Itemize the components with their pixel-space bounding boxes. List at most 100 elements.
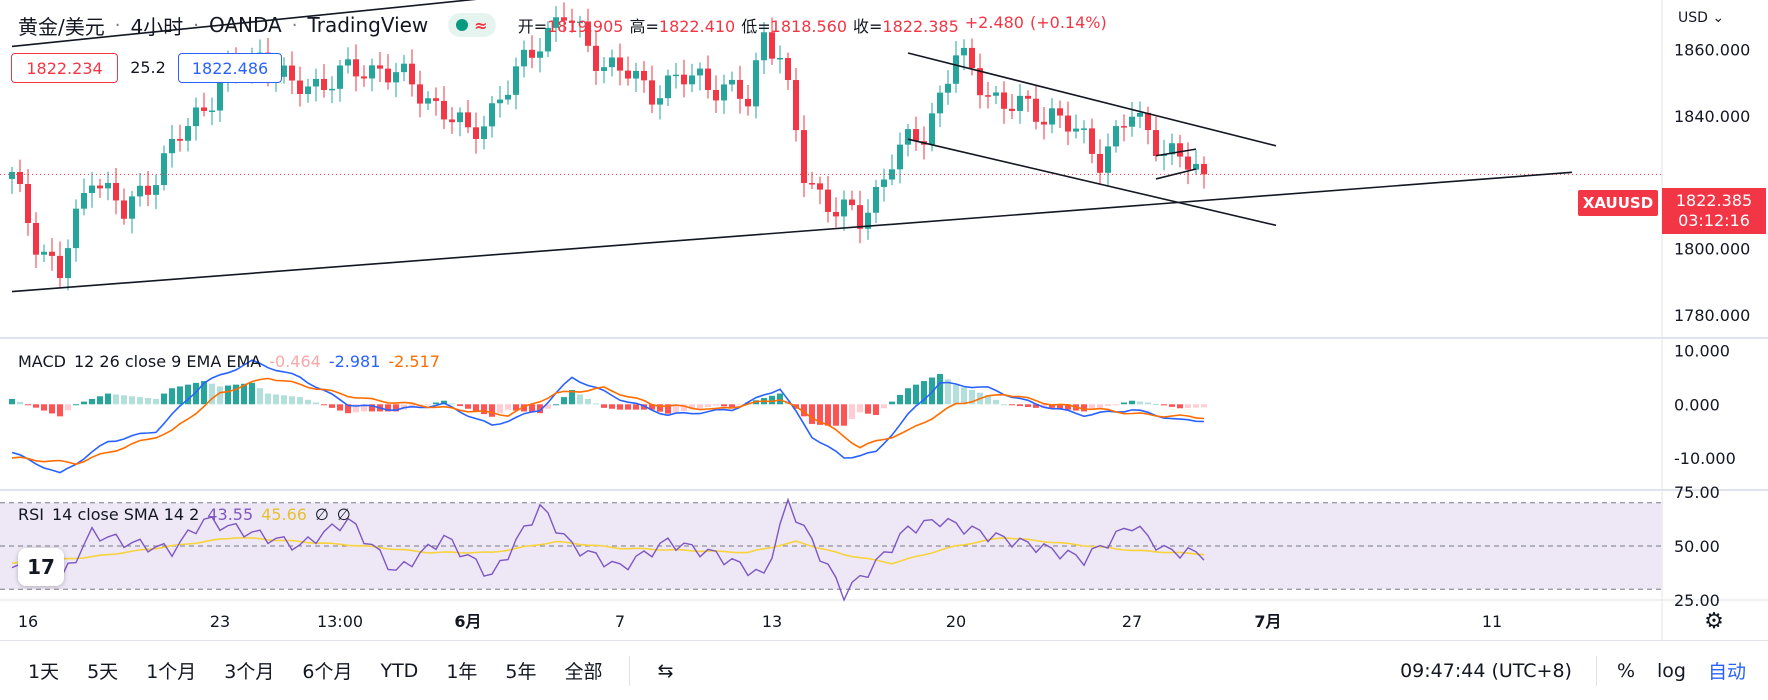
range-3m[interactable]: 3个月 bbox=[224, 661, 275, 683]
tradingview-logo-icon[interactable]: 17 bbox=[18, 548, 64, 586]
candle-body bbox=[593, 45, 599, 71]
timezone-clock[interactable]: 09:47:44 (UTC+8) bbox=[1400, 659, 1572, 682]
candle-body bbox=[633, 70, 639, 79]
currency-selector[interactable]: USD ⌄ bbox=[1678, 10, 1724, 26]
separator: · bbox=[114, 14, 121, 36]
range-1d[interactable]: 1天 bbox=[28, 661, 60, 683]
macd-histogram-bar bbox=[593, 403, 599, 405]
low-value: 1818.560 bbox=[770, 17, 847, 36]
candle-body bbox=[137, 185, 143, 197]
chevron-down-icon: ⌄ bbox=[1707, 10, 1725, 26]
candle-body bbox=[681, 74, 687, 85]
candle-body bbox=[977, 68, 983, 96]
candle-body bbox=[377, 65, 383, 69]
range-5d[interactable]: 5天 bbox=[87, 661, 119, 683]
time-tick-label: 13:00 bbox=[317, 612, 363, 631]
bar-countdown: 03:12:16 bbox=[1678, 211, 1750, 230]
macd-histogram-bar bbox=[545, 404, 551, 409]
trendline-lower-support bbox=[11, 171, 1573, 293]
rsi-empty-2: ∅ bbox=[336, 505, 351, 524]
macd-tick-label: 0.000 bbox=[1674, 395, 1720, 414]
rsi-params: 14 close SMA 14 2 bbox=[52, 505, 200, 524]
macd-histogram-bar bbox=[1185, 404, 1191, 408]
macd-params: 12 26 close 9 EMA EMA bbox=[73, 352, 262, 371]
macd-histogram-bar bbox=[481, 404, 487, 415]
macd-histogram-bar bbox=[369, 404, 375, 412]
range-1y[interactable]: 1年 bbox=[446, 661, 478, 683]
macd-line-value: -2.981 bbox=[328, 352, 381, 371]
macd-histogram-bar bbox=[569, 390, 575, 405]
range-1m[interactable]: 1个月 bbox=[146, 661, 197, 683]
macd-tick-label: 10.000 bbox=[1674, 342, 1730, 361]
macd-histogram-bar bbox=[513, 404, 519, 411]
macd-histogram-bar bbox=[321, 404, 327, 406]
candle-body bbox=[785, 58, 791, 81]
platform-label: TradingView bbox=[307, 13, 429, 37]
candle-body bbox=[865, 212, 871, 229]
range-6m[interactable]: 6个月 bbox=[302, 661, 353, 683]
bid-price-button[interactable]: 1822.234 bbox=[11, 53, 118, 83]
macd-histogram-bar bbox=[337, 404, 343, 411]
range-ytd[interactable]: YTD bbox=[380, 659, 419, 682]
macd-histogram-bar bbox=[489, 404, 495, 417]
macd-histogram-bar bbox=[1121, 402, 1127, 405]
market-status-pill[interactable]: ≈ bbox=[448, 13, 496, 37]
macd-histogram-bar bbox=[817, 404, 823, 425]
market-open-icon bbox=[456, 19, 469, 31]
candle-body bbox=[57, 255, 63, 279]
last-price-value: 1822.385 bbox=[1675, 191, 1753, 210]
macd-histogram-bar bbox=[225, 385, 231, 405]
candle-body bbox=[209, 110, 215, 113]
candle-body bbox=[329, 88, 335, 91]
candle-body bbox=[489, 103, 495, 127]
candle-body bbox=[289, 65, 295, 81]
macd-histogram-bar bbox=[217, 386, 223, 405]
macd-histogram-bar bbox=[921, 381, 927, 405]
ask-price-button[interactable]: 1822.486 bbox=[178, 53, 282, 83]
macd-histogram-bar bbox=[385, 404, 391, 412]
candle-body bbox=[1113, 126, 1119, 147]
goto-date-icon[interactable]: ⇆ bbox=[657, 659, 674, 682]
macd-histogram-bar bbox=[953, 384, 959, 405]
macd-histogram-bar bbox=[281, 395, 287, 405]
interval-label[interactable]: 4小时 bbox=[130, 14, 184, 39]
candle-body bbox=[705, 68, 711, 90]
candle-body bbox=[297, 80, 303, 94]
candle-body bbox=[1089, 128, 1095, 154]
macd-histogram-bar bbox=[57, 404, 63, 417]
macd-legend[interactable]: MACD 12 26 close 9 EMA EMA -0.464 -2.981… bbox=[18, 352, 440, 371]
candle-body bbox=[777, 58, 783, 60]
percent-scale-button[interactable]: % bbox=[1616, 659, 1636, 682]
range-5y[interactable]: 5年 bbox=[505, 661, 537, 683]
rsi-legend[interactable]: RSI 14 close SMA 14 2 43.55 45.66 ∅ ∅ bbox=[18, 505, 351, 524]
candle-body bbox=[1041, 121, 1047, 125]
macd-histogram-bar bbox=[1153, 403, 1159, 405]
macd-histogram-bar bbox=[1033, 404, 1039, 408]
macd-histogram-bar bbox=[1089, 404, 1095, 410]
candle-body bbox=[1073, 128, 1079, 132]
macd-histogram-bar bbox=[985, 395, 991, 405]
candle-body bbox=[33, 222, 39, 255]
macd-histogram-bar bbox=[577, 394, 583, 405]
macd-histogram-bar bbox=[841, 404, 847, 426]
gear-icon[interactable]: ⚙ bbox=[1704, 609, 1724, 634]
log-scale-button[interactable]: log bbox=[1657, 659, 1686, 682]
macd-histogram-bar bbox=[465, 404, 471, 409]
candle-body bbox=[761, 32, 767, 61]
candle-body bbox=[945, 83, 951, 93]
macd-histogram-bar bbox=[1009, 404, 1015, 406]
auto-scale-button[interactable]: 自动 bbox=[1707, 661, 1746, 683]
macd-histogram-bar bbox=[97, 396, 103, 405]
macd-histogram-bar bbox=[809, 404, 815, 424]
time-tick-label: 23 bbox=[210, 612, 230, 631]
candle-body bbox=[17, 171, 23, 184]
range-all[interactable]: 全部 bbox=[564, 661, 603, 683]
price-tick-label: 1840.000 bbox=[1674, 107, 1750, 126]
symbol-title[interactable]: 黄金/美元 bbox=[18, 14, 105, 39]
macd-histogram-bar bbox=[1113, 404, 1119, 406]
chart-canvas[interactable]: 1780.000 1800.000 1840.000 1860.000 -10.000 0… bbox=[0, 0, 1768, 640]
macd-histogram-bar bbox=[641, 404, 647, 410]
candle-body bbox=[641, 70, 647, 81]
candle-body bbox=[1153, 130, 1159, 156]
candle-body bbox=[305, 86, 311, 94]
